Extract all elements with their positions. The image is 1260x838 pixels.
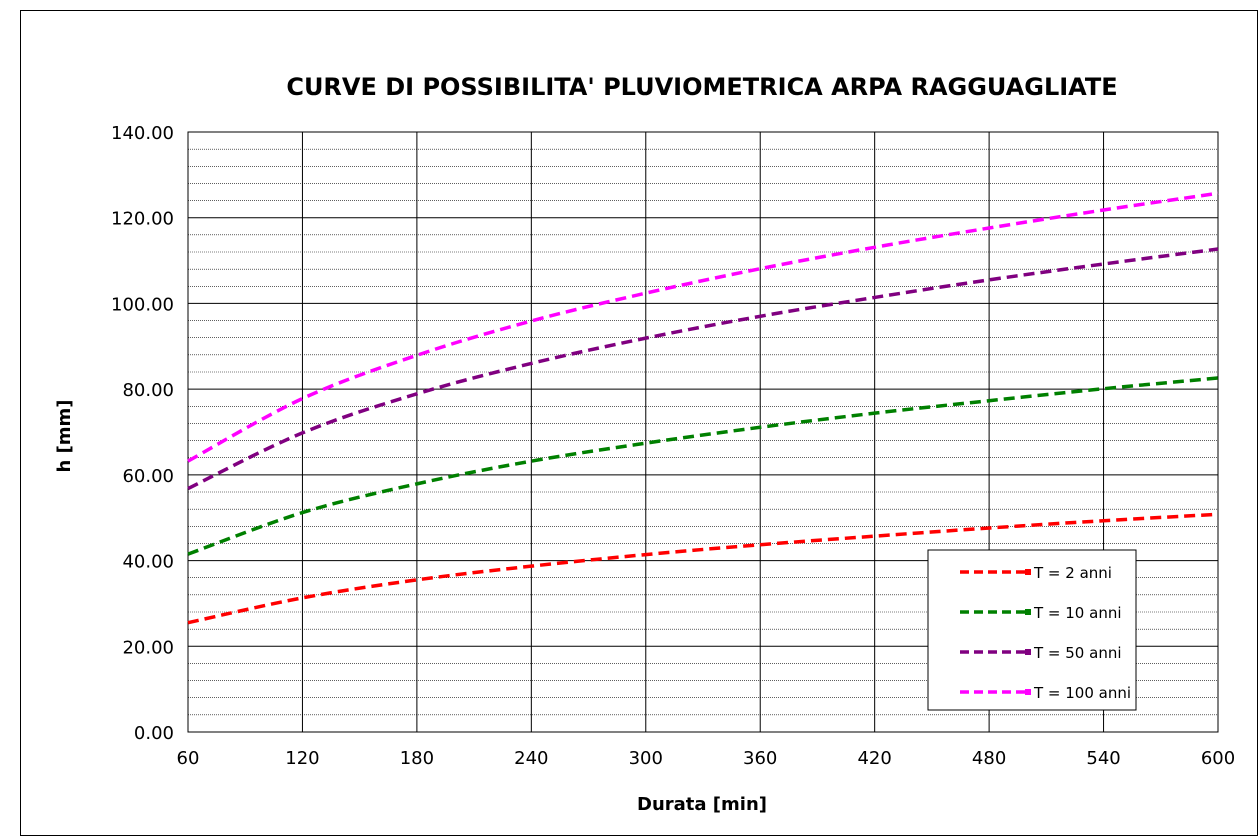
y-tick-label: 140.00 xyxy=(111,123,174,144)
legend-marker xyxy=(1025,689,1031,695)
x-tick-label: 180 xyxy=(400,748,434,769)
x-tick-label: 480 xyxy=(972,748,1006,769)
series-line xyxy=(187,191,1219,463)
x-tick-label: 300 xyxy=(629,748,663,769)
legend-label: T = 10 anni xyxy=(1033,604,1122,622)
y-tick-label: 0.00 xyxy=(134,723,174,744)
minor-grid xyxy=(188,148,1218,716)
x-tick-label: 420 xyxy=(857,748,891,769)
legend-box xyxy=(927,549,1137,711)
legend: T = 2 anni T = 10 anni T = 50 anni T = 100 … xyxy=(927,549,1137,711)
x-tick-label: 600 xyxy=(1201,748,1235,769)
legend-marker xyxy=(1025,649,1031,655)
y-tick-label: 60.00 xyxy=(122,466,174,487)
x-axis-ticks: 60 120 180 240 300 360 420 480 540 600 xyxy=(177,748,1236,769)
plot-area xyxy=(187,131,1219,733)
y-tick-label: 120.00 xyxy=(111,209,174,230)
legend-marker xyxy=(1025,609,1031,615)
legend-marker xyxy=(1025,569,1031,575)
y-axis-label: h [mm] xyxy=(54,399,75,472)
legend-label: T = 50 anni xyxy=(1033,644,1122,662)
y-tick-label: 20.00 xyxy=(122,637,174,658)
series-layer xyxy=(187,191,1219,625)
legend-label: T = 2 anni xyxy=(1033,564,1112,582)
x-tick-label: 240 xyxy=(514,748,548,769)
y-axis-ticks: 0.00 20.00 40.00 60.00 80.00 100.00 120.00 140.… xyxy=(111,123,174,744)
x-tick-label: 60 xyxy=(177,748,200,769)
x-tick-label: 540 xyxy=(1086,748,1120,769)
legend-label: T = 100 anni xyxy=(1033,684,1131,702)
series-line xyxy=(187,512,1219,625)
y-tick-label: 40.00 xyxy=(122,552,174,573)
y-tick-label: 100.00 xyxy=(111,294,174,315)
y-tick-label: 80.00 xyxy=(122,380,174,401)
x-tick-label: 360 xyxy=(743,748,777,769)
x-tick-label: 120 xyxy=(285,748,319,769)
series-line xyxy=(187,376,1219,556)
series-line xyxy=(187,247,1219,491)
chart-title: CURVE DI POSSIBILITA' PLUVIOMETRICA ARPA… xyxy=(286,73,1117,101)
x-axis-label: Durata [min] xyxy=(637,794,767,815)
